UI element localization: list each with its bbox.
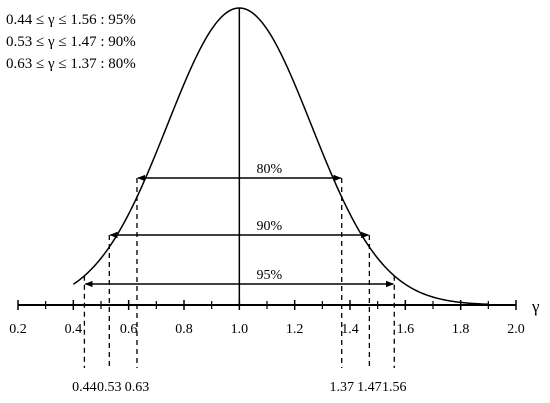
interval-high-label: 1.56 — [382, 380, 407, 395]
bell-curve-path — [72, 7, 489, 306]
tick-label: 1.8 — [452, 322, 470, 337]
interval-low-label: 0.63 — [125, 380, 150, 395]
interval-label: 95% — [256, 268, 282, 283]
interval-label: 90% — [256, 219, 282, 234]
interval-high-label: 1.47 — [357, 380, 382, 395]
confidence-intervals: 80% 0.63 1.37 90% 0.53 1.47 95% 0.44 1.56 — [72, 162, 406, 395]
interval-80: 80% 0.63 1.37 — [125, 162, 354, 395]
interval-low-label: 0.44 — [72, 380, 97, 395]
tick-label: 2.0 — [507, 322, 525, 337]
interval-high-label: 1.37 — [329, 380, 354, 395]
tick-label: 0.6 — [120, 322, 138, 337]
legend-line-90: 0.53 ≤ γ ≤ 1.47 : 90% — [6, 34, 136, 50]
interval-label: 80% — [256, 162, 282, 177]
tick-label: 1.4 — [341, 322, 359, 337]
tick-label: 0.8 — [175, 322, 193, 337]
interval-low-label: 0.53 — [97, 380, 122, 395]
legend-line-95: 0.44 ≤ γ ≤ 1.56 : 95% — [6, 12, 136, 28]
tick-label: 1.0 — [231, 322, 249, 337]
tick-label: 0.4 — [65, 322, 83, 337]
tick-label: 1.6 — [397, 322, 415, 337]
legend-line-80: 0.63 ≤ γ ≤ 1.37 : 80% — [6, 56, 136, 72]
bell-curve — [72, 7, 489, 306]
interval-90: 90% 0.53 1.47 — [97, 219, 382, 395]
tick-label: 0.2 — [9, 322, 27, 337]
tick-label: 1.2 — [286, 322, 304, 337]
interval-95: 95% 0.44 1.56 — [72, 268, 406, 395]
gamma-axis: 0.2 0.4 0.6 0.8 1.0 1.2 1.4 1.6 1.8 2.0 γ — [9, 297, 540, 337]
axis-symbol: γ — [531, 297, 540, 316]
